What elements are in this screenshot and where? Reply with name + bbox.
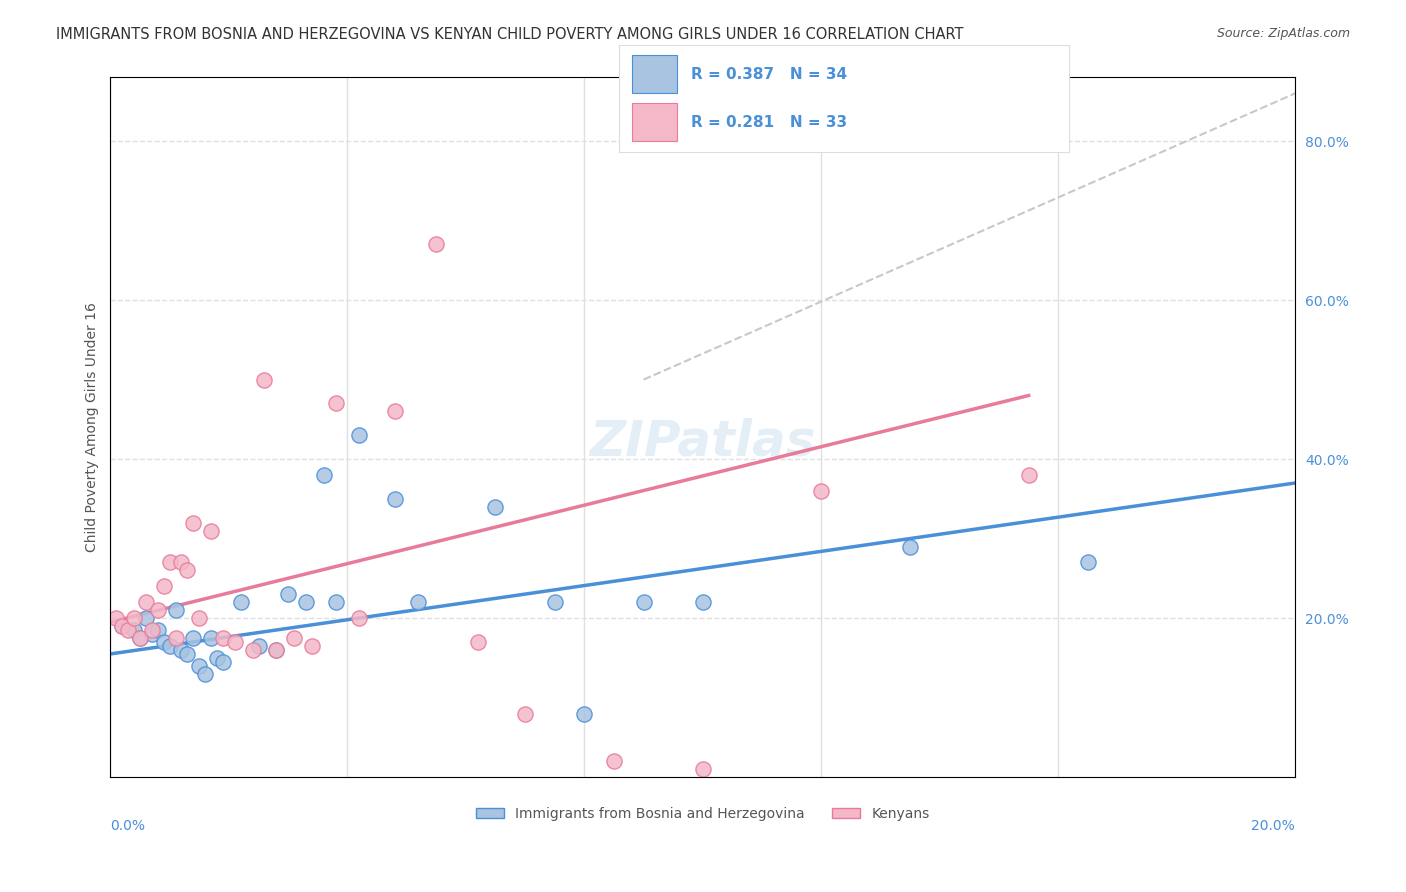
- Point: [146, 623, 169, 637]
- Point: [408, 595, 430, 609]
- Bar: [633, 55, 678, 93]
- Point: [141, 627, 163, 641]
- Point: [200, 524, 222, 538]
- Point: [135, 595, 157, 609]
- Point: [183, 631, 205, 645]
- Point: [253, 373, 276, 387]
- Point: [633, 595, 655, 609]
- Point: [105, 611, 128, 625]
- Point: [194, 666, 217, 681]
- Text: 0.0%: 0.0%: [111, 819, 145, 833]
- Point: [266, 643, 288, 657]
- Point: [152, 579, 174, 593]
- Point: [165, 631, 187, 645]
- Point: [117, 623, 139, 637]
- Point: [1077, 556, 1099, 570]
- Point: [111, 619, 134, 633]
- Point: [176, 564, 198, 578]
- Point: [152, 635, 174, 649]
- Point: [188, 611, 211, 625]
- Point: [159, 639, 181, 653]
- Point: [247, 639, 270, 653]
- Point: [295, 595, 318, 609]
- Point: [176, 647, 198, 661]
- Text: Source: ZipAtlas.com: Source: ZipAtlas.com: [1216, 27, 1350, 40]
- Point: [347, 611, 370, 625]
- Point: [122, 611, 145, 625]
- Point: [170, 643, 193, 657]
- Point: [425, 237, 447, 252]
- Point: [810, 483, 832, 498]
- Point: [898, 540, 921, 554]
- Text: 20.0%: 20.0%: [1251, 819, 1295, 833]
- Point: [544, 595, 567, 609]
- Point: [224, 635, 246, 649]
- Point: [183, 516, 205, 530]
- Point: [129, 631, 152, 645]
- Point: [141, 623, 163, 637]
- Point: [129, 631, 152, 645]
- Point: [212, 655, 235, 669]
- Point: [283, 631, 305, 645]
- Point: [692, 595, 714, 609]
- Point: [146, 603, 169, 617]
- Point: [603, 754, 626, 768]
- Point: [325, 595, 347, 609]
- Point: [188, 658, 211, 673]
- Point: [312, 468, 335, 483]
- Text: ZIPatlas: ZIPatlas: [589, 417, 815, 466]
- Point: [484, 500, 506, 514]
- Point: [277, 587, 299, 601]
- Point: [205, 651, 228, 665]
- Point: [325, 396, 347, 410]
- Bar: [633, 103, 678, 141]
- Point: [347, 428, 370, 442]
- Point: [384, 404, 406, 418]
- Text: IMMIGRANTS FROM BOSNIA AND HERZEGOVINA VS KENYAN CHILD POVERTY AMONG GIRLS UNDER: IMMIGRANTS FROM BOSNIA AND HERZEGOVINA V…: [56, 27, 963, 42]
- Point: [165, 603, 187, 617]
- Point: [513, 706, 536, 721]
- Point: [159, 556, 181, 570]
- Point: [266, 643, 288, 657]
- Point: [212, 631, 235, 645]
- Point: [135, 611, 157, 625]
- Legend: Immigrants from Bosnia and Herzegovina, Kenyans: Immigrants from Bosnia and Herzegovina, …: [471, 801, 935, 826]
- Point: [111, 619, 134, 633]
- Point: [384, 491, 406, 506]
- Point: [200, 631, 222, 645]
- Y-axis label: Child Poverty Among Girls Under 16: Child Poverty Among Girls Under 16: [86, 302, 100, 552]
- Point: [122, 623, 145, 637]
- Text: R = 0.281   N = 33: R = 0.281 N = 33: [690, 115, 846, 130]
- Point: [574, 706, 596, 721]
- Text: R = 0.387   N = 34: R = 0.387 N = 34: [690, 67, 846, 82]
- Point: [467, 635, 489, 649]
- Point: [242, 643, 264, 657]
- Point: [692, 762, 714, 776]
- Point: [229, 595, 252, 609]
- Point: [1018, 468, 1040, 483]
- Point: [301, 639, 323, 653]
- Point: [170, 556, 193, 570]
